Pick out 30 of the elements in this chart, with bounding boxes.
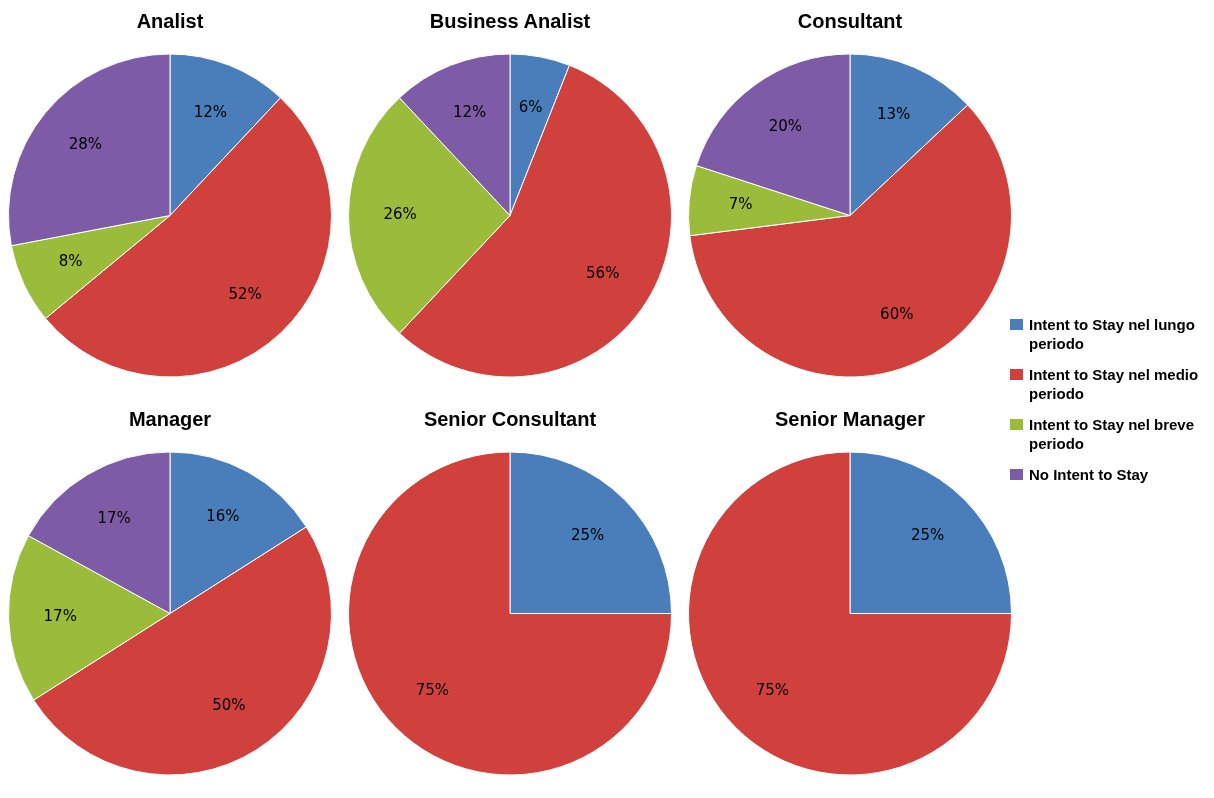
chart-title: Business Analist [429, 9, 591, 32]
data-label: 26% [383, 205, 417, 224]
data-label: 7% [728, 195, 753, 214]
data-label: 13% [876, 104, 911, 123]
chart-title: Senior Manager [774, 407, 926, 430]
data-label: 75% [755, 681, 790, 700]
data-label: 56% [586, 264, 620, 283]
data-label: 12% [193, 103, 228, 122]
data-label: 16% [206, 507, 240, 526]
data-label: 75% [415, 681, 450, 700]
data-label: 50% [212, 696, 246, 715]
data-label: 20% [768, 116, 803, 135]
data-label: 17% [97, 508, 131, 527]
data-label: 25% [910, 525, 945, 544]
legend-label: No Intent to Stay [1029, 465, 1149, 484]
data-label: 8% [58, 252, 83, 271]
chart-title: Consultant [797, 9, 903, 32]
data-label: 52% [228, 285, 262, 304]
legend-label: Intent to Stay nel lungo periodo [1029, 315, 1196, 353]
data-label: 60% [880, 304, 914, 323]
data-label: 6% [518, 97, 543, 116]
chart-title: Senior Consultant [423, 407, 597, 430]
data-label: 17% [43, 606, 77, 625]
data-label: 25% [570, 525, 605, 544]
legend-label: Intent to Stay nel breve periodo [1029, 415, 1196, 453]
data-label: 28% [68, 135, 103, 154]
legend-label: Intent to Stay nel medio periodo [1029, 365, 1200, 403]
chart-title: Manager [128, 407, 212, 430]
chart-title: Analist [136, 9, 204, 32]
data-label: 12% [452, 103, 487, 122]
